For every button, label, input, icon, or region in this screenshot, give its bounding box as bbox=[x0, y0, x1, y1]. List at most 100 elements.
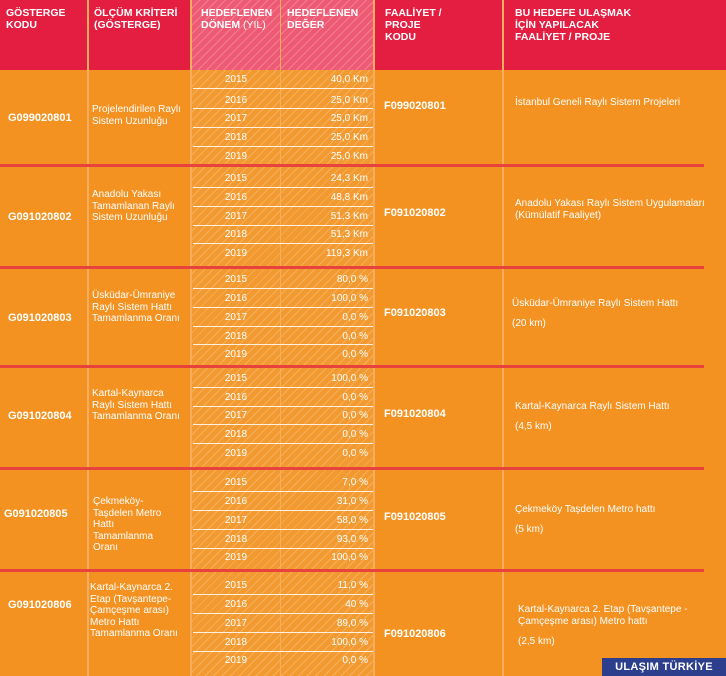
table-row: G091020803 Üsküdar-Ümraniye Raylı Sistem… bbox=[0, 269, 726, 365]
subrow-line bbox=[193, 613, 373, 614]
target-value: 31,0 % bbox=[336, 496, 368, 507]
target-value: 11,0 % bbox=[337, 580, 368, 591]
target-year: 2019 bbox=[224, 349, 248, 360]
column-divider bbox=[373, 0, 375, 676]
gosterge-code: G091020802 bbox=[8, 211, 72, 223]
subrow-line bbox=[193, 529, 373, 530]
target-value: 100,0 % bbox=[331, 373, 368, 384]
target-year: 2017 bbox=[224, 312, 248, 323]
target-value: 25,0 Km bbox=[330, 113, 368, 124]
subrow-line bbox=[193, 88, 373, 89]
target-year: 2016 bbox=[224, 95, 248, 106]
target-year: 2017 bbox=[224, 113, 248, 124]
subrow-line bbox=[193, 387, 373, 388]
gosterge-code: G091020804 bbox=[8, 410, 72, 422]
group-separator bbox=[0, 569, 704, 572]
target-year: 2015 bbox=[224, 274, 248, 285]
subrow-line bbox=[193, 632, 373, 633]
faaliyet-code: F091020804 bbox=[384, 408, 446, 420]
subrow-line bbox=[193, 651, 373, 652]
header-hedef-deger: HEDEFLENEN DEĞER bbox=[281, 0, 373, 70]
faaliyet-code: F091020806 bbox=[384, 628, 446, 640]
target-year: 2018 bbox=[224, 229, 248, 240]
target-year: 2015 bbox=[224, 373, 248, 384]
target-value: 7,0 % bbox=[342, 477, 368, 488]
faaliyet-text: İstanbul Geneli Raylı Sistem Projeleri bbox=[515, 97, 681, 108]
group-separator bbox=[0, 365, 704, 368]
target-value: 51,3 Km bbox=[330, 211, 368, 222]
faaliyet-code: F091020802 bbox=[384, 207, 446, 219]
target-value: 0,0 % bbox=[342, 349, 368, 360]
target-year: 2016 bbox=[224, 496, 248, 507]
header-hedef-donem: HEDEFLENEN DÖNEM (YIL) bbox=[191, 0, 281, 70]
target-year: 2016 bbox=[224, 599, 248, 610]
target-value: 24,3 Km bbox=[330, 173, 368, 184]
olcum-kriteri: Kartal-Kaynarca 2. Etap (Tavşantepe-Çamç… bbox=[90, 582, 178, 639]
target-value: 48,8 Km bbox=[330, 192, 368, 203]
gosterge-code: G091020803 bbox=[8, 312, 72, 324]
target-year: 2018 bbox=[224, 132, 248, 143]
subrow-line bbox=[193, 443, 373, 444]
table-row: G091020805 Çekmeköy-Taşdelen Metro Hattı… bbox=[0, 470, 726, 569]
gosterge-code: G091020805 bbox=[4, 508, 68, 520]
target-year: 2019 bbox=[224, 248, 248, 259]
subrow-line bbox=[193, 146, 373, 147]
target-year: 2018 bbox=[224, 637, 248, 648]
target-value: 25,0 Km bbox=[330, 151, 368, 162]
olcum-kriteri: Kartal-Kaynarca Raylı Sistem Hattı Tamam… bbox=[92, 388, 180, 422]
gosterge-code: G099020801 bbox=[8, 112, 72, 124]
target-year: 2016 bbox=[224, 293, 248, 304]
target-year: 2019 bbox=[224, 448, 248, 459]
subrow-line bbox=[193, 243, 373, 244]
target-value: 100,0 % bbox=[331, 293, 368, 304]
olcum-kriteri: Çekmeköy-Taşdelen Metro Hattı Tamamlanma… bbox=[93, 496, 162, 553]
column-divider bbox=[190, 0, 192, 676]
group-separator bbox=[0, 164, 704, 167]
faaliyet-code: F091020805 bbox=[384, 511, 446, 523]
faaliyet-text: Kartal-Kaynarca 2. Etap (Tavşantepe - Ça… bbox=[518, 604, 688, 647]
target-value: 0,0 % bbox=[342, 410, 368, 421]
subrow-line bbox=[193, 491, 373, 492]
target-year: 2016 bbox=[224, 392, 248, 403]
target-year: 2017 bbox=[224, 211, 248, 222]
subrow-line bbox=[193, 326, 373, 327]
target-value: 0,0 % bbox=[342, 429, 368, 440]
olcum-kriteri: Anadolu Yakası Tamamlanan Raylı Sistem U… bbox=[92, 189, 175, 223]
target-year: 2018 bbox=[224, 331, 248, 342]
target-value: 0,0 % bbox=[342, 448, 368, 459]
faaliyet-text: Çekmeköy Taşdelen Metro hattı (5 km) bbox=[515, 504, 656, 535]
target-value: 40 % bbox=[345, 599, 368, 610]
table-row: G091020806 Kartal-Kaynarca 2. Etap (Tavş… bbox=[0, 572, 726, 676]
subrow-line bbox=[193, 406, 373, 407]
target-value: 58,0 % bbox=[336, 515, 368, 526]
header-gosterge-kodu: GÖSTERGE KODU bbox=[6, 7, 66, 31]
subrow-line bbox=[193, 307, 373, 308]
target-value: 51,3 Km bbox=[330, 229, 368, 240]
olcum-kriteri: Projelendirilen Raylı Sistem Uzunluğu bbox=[92, 104, 181, 127]
target-year: 2017 bbox=[224, 410, 248, 421]
subrow-line bbox=[193, 187, 373, 188]
target-year: 2019 bbox=[224, 655, 248, 666]
target-value: 100,0 % bbox=[331, 552, 368, 563]
target-value: 119,3 Km bbox=[325, 248, 368, 259]
target-value: 0,0 % bbox=[342, 312, 368, 323]
subrow-line bbox=[193, 225, 373, 226]
target-year: 2015 bbox=[224, 477, 248, 488]
target-value: 89,0 % bbox=[336, 618, 368, 629]
target-value: 80,0 % bbox=[336, 274, 368, 285]
gosterge-code: G091020806 bbox=[8, 599, 72, 611]
table-row: G091020802 Anadolu Yakası Tamamlanan Ray… bbox=[0, 167, 726, 266]
table-row: G091020804 Kartal-Kaynarca Raylı Sistem … bbox=[0, 368, 726, 467]
subrow-line bbox=[193, 344, 373, 345]
target-value: 25,0 Km bbox=[330, 95, 368, 106]
table-row: G099020801 Projelendirilen Raylı Sistem … bbox=[0, 70, 726, 164]
subrow-line bbox=[193, 288, 373, 289]
target-value: 0,0 % bbox=[342, 392, 368, 403]
target-year: 2017 bbox=[224, 618, 248, 629]
group-separator bbox=[0, 266, 704, 269]
target-value: 25,0 Km bbox=[330, 132, 368, 143]
table-header: GÖSTERGE KODU ÖLÇÜM KRİTERİ (GÖSTERGE) H… bbox=[0, 0, 726, 70]
target-value: 100,0 % bbox=[331, 637, 368, 648]
target-value: 0,0 % bbox=[342, 655, 368, 666]
target-columns-bg bbox=[191, 70, 373, 676]
